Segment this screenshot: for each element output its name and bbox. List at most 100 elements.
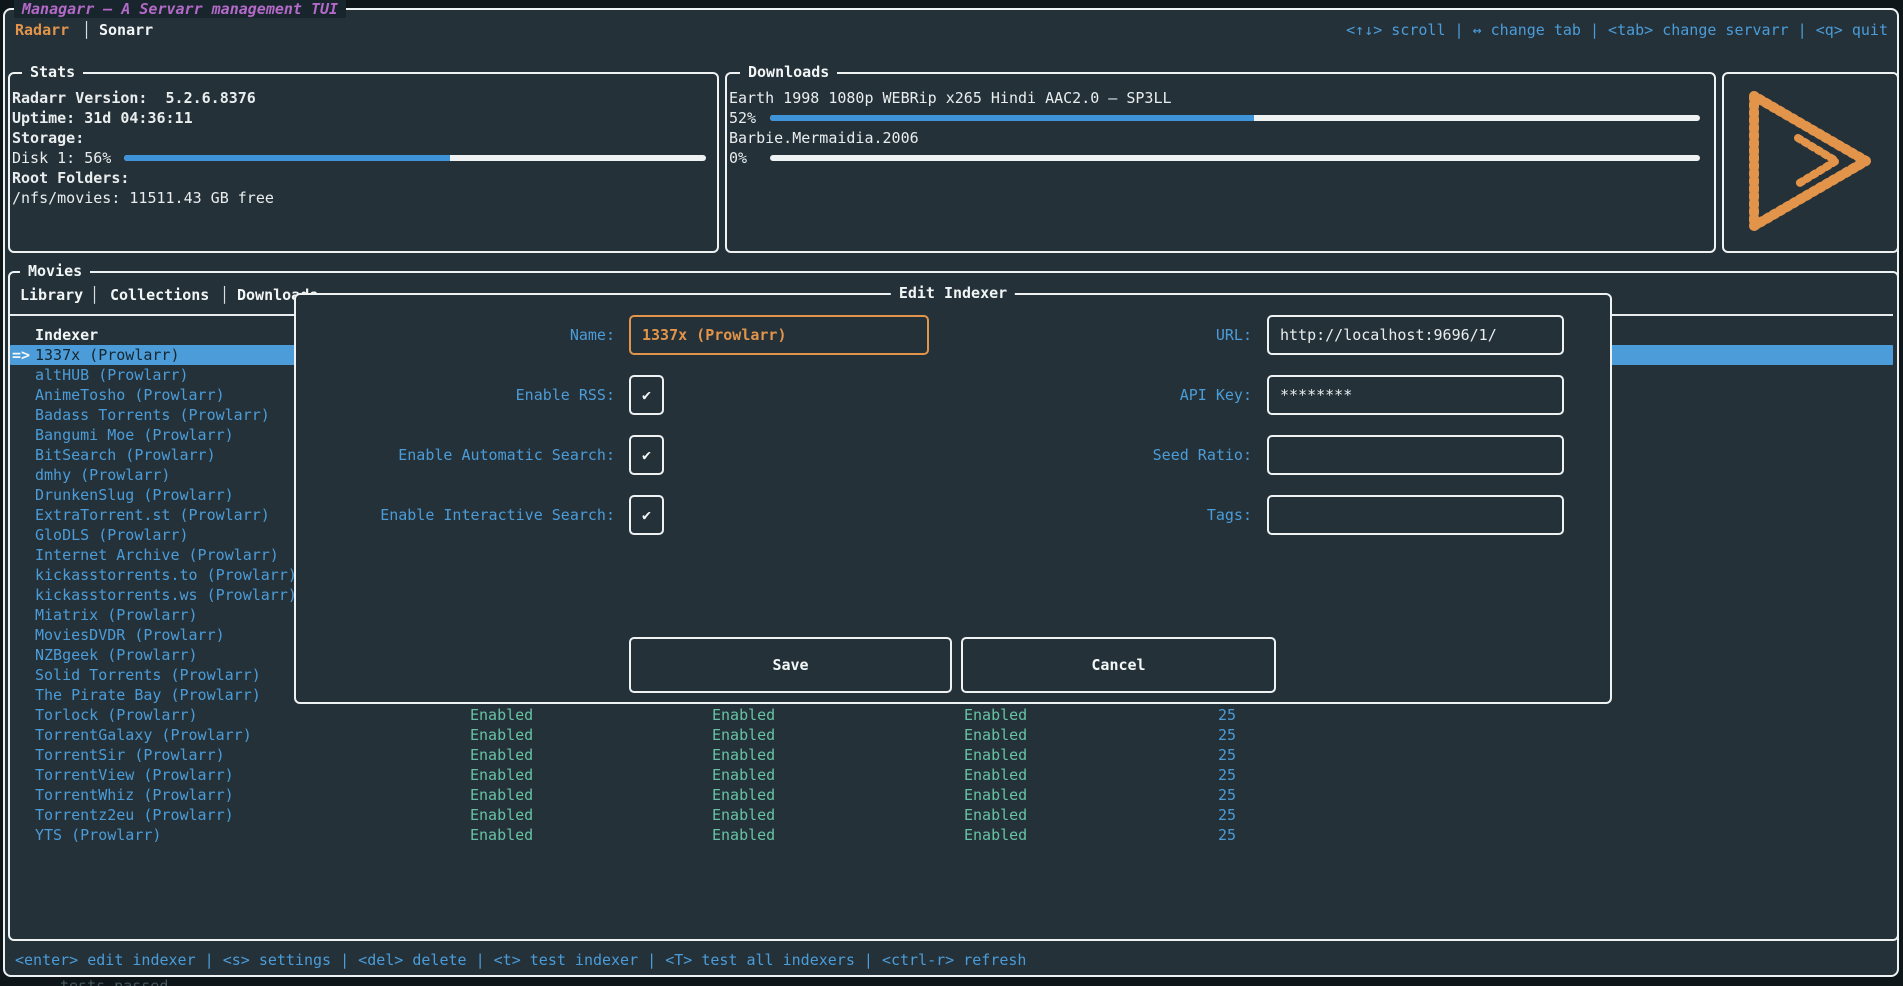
download-item-percent: 52% xyxy=(729,109,757,127)
api-key-label: API Key: xyxy=(1179,386,1252,404)
rss-status: Enabled xyxy=(470,726,534,744)
disk-usage-label: Disk 1: 56% xyxy=(12,149,112,167)
download-progress-bar xyxy=(770,115,1700,121)
logo-panel xyxy=(1722,72,1899,253)
interactive-search-status: Enabled xyxy=(964,706,1028,724)
priority-value: 25 xyxy=(1217,746,1236,764)
root-folder-free-space: /nfs/movies: 11511.43 GB free xyxy=(12,189,274,207)
tab-separator: │ xyxy=(90,286,100,304)
stats-panel-title: Stats xyxy=(22,63,84,81)
indexer-name: The Pirate Bay (Prowlarr) xyxy=(35,686,261,704)
enable-automatic-search-label: Enable Automatic Search: xyxy=(398,446,615,464)
name-field-label: Name: xyxy=(569,326,615,344)
disk-usage-progress-bar xyxy=(124,155,706,161)
clipped-background-text: tests passed xyxy=(0,979,1903,986)
indexer-name: 1337x (Prowlarr) xyxy=(35,346,180,364)
modal-title: Edit Indexer xyxy=(890,284,1016,302)
uptime-line: Uptime: 31d 04:36:11 xyxy=(12,109,193,127)
indexer-name: YTS (Prowlarr) xyxy=(35,826,162,844)
automatic-search-status: Enabled xyxy=(712,766,776,784)
table-row[interactable]: TorrentWhiz (Prowlarr) Enabled Enabled Enab… xyxy=(10,785,1893,805)
root-folders-label: Root Folders: xyxy=(12,169,130,187)
edit-indexer-modal: Edit Indexer Name: URL: Enable RSS: ✔ AP… xyxy=(294,284,1612,704)
table-row[interactable]: YTS (Prowlarr) Enabled Enabled Enabled 25 xyxy=(10,825,1893,845)
cancel-button[interactable]: Cancel xyxy=(961,637,1276,693)
tab-separator: │ xyxy=(220,286,230,304)
enable-interactive-search-checkbox[interactable]: ✔ xyxy=(629,495,664,535)
indexer-name: DrunkenSlug (Prowlarr) xyxy=(35,486,234,504)
stats-panel xyxy=(8,72,719,253)
tags-label: Tags: xyxy=(1206,506,1252,524)
automatic-search-status: Enabled xyxy=(712,726,776,744)
rss-status: Enabled xyxy=(470,706,534,724)
indexer-name: dmhy (Prowlarr) xyxy=(35,466,171,484)
interactive-search-status: Enabled xyxy=(964,746,1028,764)
seed-ratio-input[interactable] xyxy=(1267,435,1564,475)
managarr-play-logo-icon xyxy=(1749,91,1871,231)
servarr-tab-sonarr[interactable]: Sonarr xyxy=(99,21,154,39)
tab-collections[interactable]: Collections xyxy=(110,286,210,304)
movies-panel xyxy=(8,271,1899,941)
table-row[interactable]: Torlock (Prowlarr) Enabled Enabled Enabled 2… xyxy=(10,705,1893,725)
download-item-percent: 0% xyxy=(729,149,748,167)
table-row[interactable]: TorrentGalaxy (Prowlarr) Enabled Enabled En… xyxy=(10,725,1893,745)
indexer-name: AnimeTosho (Prowlarr) xyxy=(35,386,225,404)
indexer-name: TorrentWhiz (Prowlarr) xyxy=(35,786,234,804)
priority-value: 25 xyxy=(1217,786,1236,804)
selected-row-arrow: => xyxy=(12,346,31,364)
rss-status: Enabled xyxy=(470,766,534,784)
indexer-name: Miatrix (Prowlarr) xyxy=(35,606,198,624)
priority-value: 25 xyxy=(1217,766,1236,784)
bottom-keybind-hints: <enter> edit indexer | <s> settings | <d… xyxy=(15,951,1027,969)
table-row[interactable]: TorrentSir (Prowlarr) Enabled Enabled Enabl… xyxy=(10,745,1893,765)
seed-ratio-label: Seed Ratio: xyxy=(1152,446,1252,464)
rss-status: Enabled xyxy=(470,746,534,764)
downloads-panel xyxy=(725,72,1716,253)
indexer-name: TorrentGalaxy (Prowlarr) xyxy=(35,726,252,744)
enable-rss-checkbox[interactable]: ✔ xyxy=(629,375,664,415)
storage-label: Storage: xyxy=(12,129,85,147)
enable-rss-label: Enable RSS: xyxy=(515,386,615,404)
tab-separator: │ xyxy=(82,21,92,39)
tags-input[interactable] xyxy=(1267,495,1564,535)
automatic-search-status: Enabled xyxy=(712,786,776,804)
downloads-panel-title: Downloads xyxy=(740,63,838,81)
top-keybind-hints: <↑↓> scroll | ↔ change tab | <tab> chang… xyxy=(1346,21,1888,39)
automatic-search-status: Enabled xyxy=(712,746,776,764)
priority-value: 25 xyxy=(1217,806,1236,824)
indexer-name: Bangumi Moe (Prowlarr) xyxy=(35,426,234,444)
interactive-search-status: Enabled xyxy=(964,726,1028,744)
indexer-column-header: Indexer xyxy=(35,326,99,344)
tab-library[interactable]: Library xyxy=(20,286,84,304)
indexer-name: Torrentz2eu (Prowlarr) xyxy=(35,806,234,824)
indexer-name: Badass Torrents (Prowlarr) xyxy=(35,406,270,424)
indexer-name: Solid Torrents (Prowlarr) xyxy=(35,666,261,684)
indexer-name: altHUB (Prowlarr) xyxy=(35,366,189,384)
name-input[interactable] xyxy=(629,315,929,355)
priority-value: 25 xyxy=(1217,726,1236,744)
save-button[interactable]: Save xyxy=(629,637,952,693)
priority-value: 25 xyxy=(1217,706,1236,724)
indexer-name: TorrentSir (Prowlarr) xyxy=(35,746,225,764)
download-progress-bar xyxy=(770,155,1700,161)
indexer-name: TorrentView (Prowlarr) xyxy=(35,766,234,784)
automatic-search-status: Enabled xyxy=(712,826,776,844)
automatic-search-status: Enabled xyxy=(712,706,776,724)
priority-value: 25 xyxy=(1217,826,1236,844)
automatic-search-status: Enabled xyxy=(712,806,776,824)
url-input[interactable] xyxy=(1267,315,1564,355)
table-row[interactable]: TorrentView (Prowlarr) Enabled Enabled Enab… xyxy=(10,765,1893,785)
enable-interactive-search-label: Enable Interactive Search: xyxy=(380,506,615,524)
enable-automatic-search-checkbox[interactable]: ✔ xyxy=(629,435,664,475)
table-row[interactable]: Torrentz2eu (Prowlarr) Enabled Enabled Enab… xyxy=(10,805,1893,825)
rss-status: Enabled xyxy=(470,786,534,804)
indexer-name: ExtraTorrent.st (Prowlarr) xyxy=(35,506,270,524)
indexer-name: MoviesDVDR (Prowlarr) xyxy=(35,626,225,644)
indexer-name: GloDLS (Prowlarr) xyxy=(35,526,189,544)
servarr-tab-radarr[interactable]: Radarr xyxy=(15,21,70,39)
interactive-search-status: Enabled xyxy=(964,766,1028,784)
api-key-input[interactable] xyxy=(1267,375,1564,415)
interactive-search-status: Enabled xyxy=(964,806,1028,824)
interactive-search-status: Enabled xyxy=(964,786,1028,804)
